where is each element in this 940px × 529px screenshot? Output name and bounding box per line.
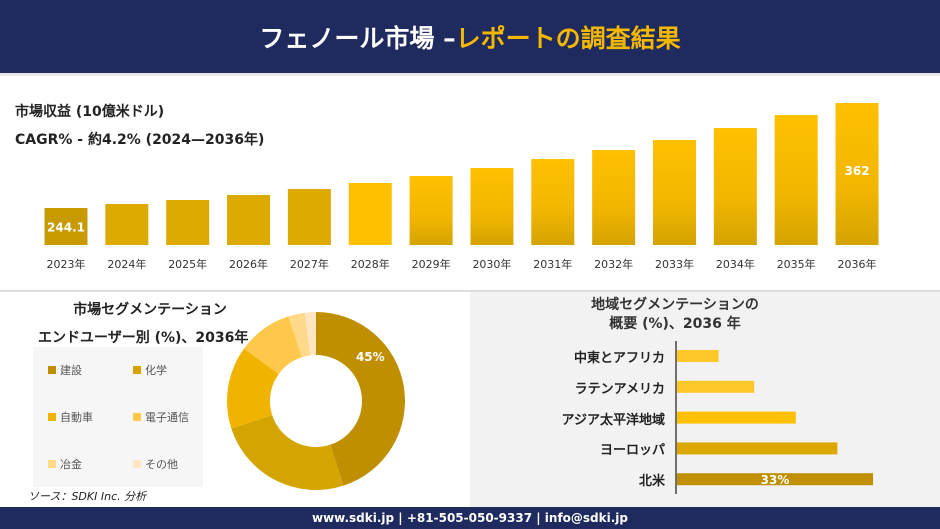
- x-tick-label: 2024年: [107, 257, 146, 271]
- region-bar: [677, 473, 873, 486]
- region-bar: [677, 442, 838, 455]
- x-tick-label: 2027年: [290, 257, 329, 271]
- pie-subtitle: エンドユーザー別 (%)、2036年: [38, 330, 249, 346]
- revenue-label: 市場収益 (10億米ドル): [15, 104, 165, 120]
- x-tick-label: 2030年: [472, 257, 511, 271]
- title-part1: フェノール市場 –: [259, 23, 456, 53]
- donut-slice: [243, 316, 302, 374]
- legend-swatch: [48, 460, 56, 468]
- x-tick-label: 2029年: [412, 257, 451, 271]
- legend-item: 電子通信: [133, 409, 189, 425]
- donut-slice: [231, 415, 344, 490]
- revenue-bar: [348, 182, 392, 245]
- donut-slice: [316, 312, 405, 486]
- region-bar: [677, 350, 719, 362]
- region-label: 北米: [638, 474, 665, 490]
- region-label: ラテンアメリカ: [574, 381, 665, 397]
- revenue-bar: [105, 203, 149, 245]
- divider: [0, 73, 940, 76]
- revenue-bar: [835, 103, 879, 245]
- revenue-bar: [166, 199, 210, 245]
- x-tick-label: 2025年: [168, 257, 207, 271]
- region-bar: [677, 380, 755, 393]
- legend-swatch: [133, 413, 141, 421]
- legend-label: 冶金: [60, 458, 82, 471]
- x-tick-label: 2033年: [655, 257, 694, 271]
- revenue-bar: [653, 139, 696, 245]
- legend-label: 建設: [60, 364, 82, 377]
- x-tick-label: 2032年: [594, 257, 633, 271]
- legend-item: 化学: [133, 362, 167, 378]
- x-tick-label: 2035年: [777, 257, 816, 271]
- revenue-bar: [287, 189, 331, 245]
- region-label: ヨーロッパ: [599, 443, 665, 459]
- legend-label: その他: [145, 458, 178, 471]
- x-tick-label: 2034年: [716, 257, 755, 271]
- revenue-bar: [592, 150, 636, 245]
- title-part2: レポートの調査結果: [455, 23, 681, 53]
- pie-legend: 建設 化学自動車 電子通信冶金 その他: [33, 347, 203, 487]
- region-panel: [470, 292, 940, 507]
- donut-slice: [227, 348, 279, 429]
- data-label: 45%: [356, 350, 385, 364]
- legend-swatch: [133, 460, 141, 468]
- header-title: フェノール市場 – レポートの調査結果: [0, 0, 940, 73]
- x-tick-label: 2031年: [533, 257, 572, 271]
- x-tick-label: 2023年: [47, 257, 86, 271]
- revenue-bar: [531, 159, 575, 245]
- legend-item: 冶金: [48, 456, 82, 472]
- region-label: アジア太平洋地域: [561, 412, 665, 428]
- footer-contact: www.sdki.jp | +81-505-050-9337 | info@sd…: [0, 507, 940, 529]
- legend-swatch: [48, 366, 56, 374]
- pie-title: 市場セグメンテーション: [73, 302, 227, 318]
- legend-swatch: [133, 366, 141, 374]
- legend-swatch: [48, 413, 56, 421]
- x-tick-label: 2036年: [838, 257, 877, 271]
- donut-slice: [304, 312, 316, 356]
- region-title-line1: 地域セグメンテーションの: [591, 297, 759, 313]
- legend-item: 建設: [48, 362, 82, 378]
- legend-label: 自動車: [60, 411, 93, 424]
- x-tick-label: 2026年: [229, 257, 268, 271]
- revenue-bar: [713, 128, 757, 245]
- revenue-bar: [44, 208, 88, 245]
- legend-label: 電子通信: [145, 411, 189, 424]
- legend-item: 自動車: [48, 409, 93, 425]
- revenue-bar: [470, 168, 514, 245]
- donut-slice: [288, 312, 311, 358]
- revenue-bar: [409, 176, 453, 245]
- data-label: 244.1: [47, 221, 85, 235]
- data-label: 362: [845, 164, 870, 178]
- region-title-line2: 概要 (%)、2036 年: [609, 316, 741, 332]
- legend-label: 化学: [145, 364, 167, 377]
- x-tick-label: 2028年: [351, 257, 390, 271]
- revenue-bar: [774, 115, 818, 245]
- revenue-bar: [227, 194, 271, 245]
- cagr-label: CAGR% - 約4.2% (2024—2036年): [15, 132, 265, 148]
- region-label: 中東とアフリカ: [573, 351, 665, 366]
- data-label: 33%: [761, 473, 790, 487]
- region-bar: [677, 411, 796, 424]
- region-title: 地域セグメンテーションの 概要 (%)、2036 年: [540, 296, 810, 334]
- source-note: ソース：SDKI Inc. 分析: [28, 490, 147, 503]
- legend-item: その他: [133, 456, 178, 472]
- divider: [0, 290, 940, 292]
